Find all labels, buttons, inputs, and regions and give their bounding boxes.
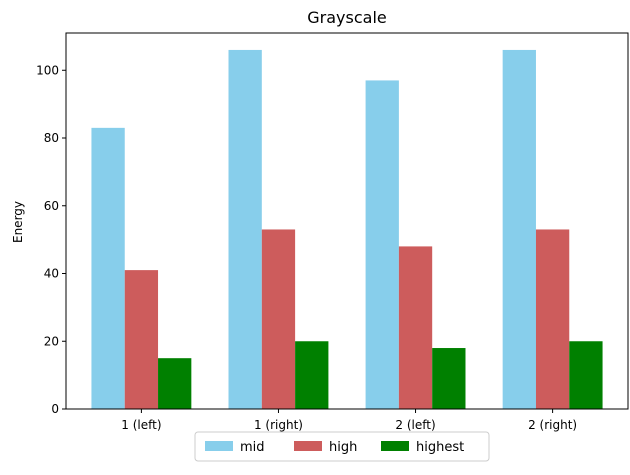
- x-tick-label: 1 (right): [254, 418, 303, 432]
- x-tick-label: 1 (left): [121, 418, 161, 432]
- legend-label: high: [329, 440, 357, 455]
- legend-swatch-highest: [381, 441, 409, 451]
- bar-mid-0: [91, 127, 125, 409]
- bar-high-0: [124, 270, 159, 409]
- y-axis: 0 20 40 60 80 100: [36, 63, 66, 416]
- legend-label: mid: [240, 440, 265, 455]
- y-tick-label: 20: [44, 334, 59, 348]
- y-tick-label: 60: [44, 199, 59, 213]
- bar-high-3: [535, 229, 570, 409]
- x-tick-label: 2 (left): [395, 418, 435, 432]
- bar-highest-3: [569, 341, 603, 409]
- y-axis-label: Energy: [11, 201, 25, 243]
- legend-swatch-high: [294, 441, 322, 451]
- bar-highest-2: [432, 348, 466, 409]
- y-tick-label: 100: [36, 63, 59, 77]
- bar-mid-2: [365, 80, 399, 410]
- legend-box: [194, 431, 490, 462]
- bar-high-1: [261, 229, 296, 409]
- bars-group: [91, 49, 603, 410]
- chart-title: Grayscale: [307, 8, 386, 27]
- y-tick-label: 40: [44, 267, 59, 281]
- bar-mid-3: [502, 49, 536, 409]
- legend-label: highest: [416, 440, 464, 455]
- x-axis: 1 (left) 1 (right) 2 (left) 2 (right): [121, 409, 577, 432]
- bar-highest-0: [158, 358, 192, 409]
- x-tick-label: 2 (right): [528, 418, 577, 432]
- y-tick-label: 80: [44, 131, 59, 145]
- y-tick-label: 0: [51, 402, 59, 416]
- plot-frame: [65, 32, 629, 410]
- bar-mid-1: [228, 49, 262, 409]
- bar-high-2: [398, 246, 433, 409]
- bar-highest-1: [295, 341, 329, 409]
- legend: mid high highest: [194, 431, 490, 462]
- legend-swatch-mid: [205, 441, 233, 451]
